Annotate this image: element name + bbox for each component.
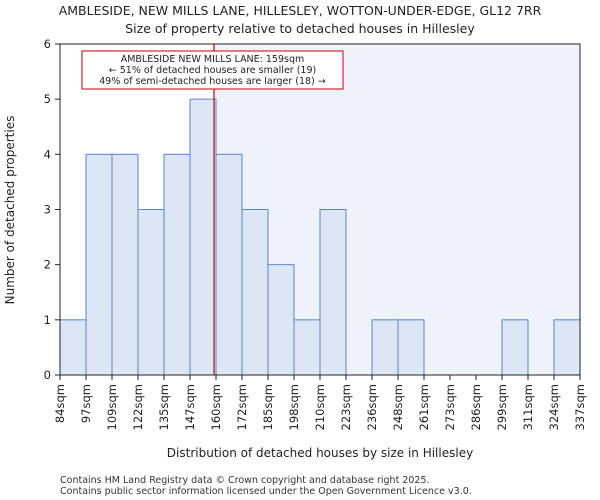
- x-tick-label: 299sqm: [495, 384, 509, 430]
- y-tick-label: 1: [44, 313, 51, 327]
- chart-title: AMBLESIDE, NEW MILLS LANE, HILLESLEY, WO…: [59, 3, 542, 18]
- x-tick-label: 84sqm: [53, 384, 67, 423]
- bar: [85, 153, 113, 376]
- x-tick-label: 273sqm: [443, 384, 457, 430]
- y-tick-label: 3: [44, 203, 51, 217]
- x-tick-label: 122sqm: [131, 384, 145, 430]
- bar: [137, 209, 165, 376]
- x-tick-label: 109sqm: [105, 384, 119, 430]
- bar: [553, 319, 581, 376]
- annotation-box: [81, 50, 344, 90]
- x-axis-ticks: 84sqm 97sqm 109sqm 122sqm 135sqm 147sqm 160sqm…: [53, 375, 587, 430]
- bar: [267, 264, 295, 376]
- x-tick-label: 135sqm: [157, 384, 171, 430]
- x-tick-label: 97sqm: [79, 384, 93, 423]
- bar: [397, 319, 425, 376]
- x-tick-label: 185sqm: [261, 384, 275, 430]
- bar: [111, 153, 139, 376]
- x-tick-label: 248sqm: [391, 384, 405, 430]
- x-tick-label: 261sqm: [417, 384, 431, 430]
- x-tick-label: 337sqm: [573, 384, 587, 430]
- bar: [371, 319, 399, 376]
- annotation-line-2: ← 51% of detached houses are smaller (19…: [109, 65, 316, 76]
- x-tick-label: 147sqm: [183, 384, 197, 430]
- y-tick-label: 0: [44, 368, 51, 382]
- y-axis-ticks: 0 1 2 3 4 5 6: [44, 37, 60, 382]
- x-tick-label: 324sqm: [547, 384, 561, 430]
- bar: [163, 153, 191, 376]
- bar: [293, 319, 321, 376]
- bar: [501, 319, 529, 376]
- x-tick-label: 210sqm: [313, 384, 327, 430]
- bar: [241, 209, 269, 376]
- marker-annotation: AMBLESIDE NEW MILLS LANE: 159sqm ← 51% o…: [81, 50, 344, 90]
- x-tick-label: 236sqm: [365, 384, 379, 430]
- x-tick-label: 223sqm: [339, 384, 353, 430]
- annotation-line-3: 49% of semi-detached houses are larger (…: [99, 76, 326, 87]
- x-axis-label: Distribution of detached houses by size …: [167, 446, 473, 460]
- x-tick-label: 311sqm: [521, 384, 535, 430]
- footer-line-2: Contains public sector information licen…: [60, 486, 472, 497]
- bars-layer: [59, 98, 581, 376]
- chart-subtitle: Size of property relative to detached ho…: [125, 21, 475, 36]
- y-tick-label: 5: [44, 92, 51, 106]
- annotation-line-1: AMBLESIDE NEW MILLS LANE: 159sqm: [121, 54, 305, 65]
- x-tick-label: 160sqm: [209, 384, 223, 430]
- y-tick-label: 2: [44, 258, 51, 272]
- x-tick-label: 198sqm: [287, 384, 301, 430]
- bar: [215, 153, 243, 376]
- y-tick-label: 6: [44, 37, 51, 51]
- x-tick-label: 172sqm: [235, 384, 249, 430]
- y-axis-label: Number of detached properties: [3, 116, 17, 305]
- bar: [319, 209, 347, 376]
- bar: [59, 319, 87, 376]
- x-tick-label: 286sqm: [469, 384, 483, 430]
- bar: [189, 98, 217, 376]
- footer-line-1: Contains HM Land Registry data © Crown c…: [60, 475, 430, 486]
- y-tick-label: 4: [44, 147, 51, 161]
